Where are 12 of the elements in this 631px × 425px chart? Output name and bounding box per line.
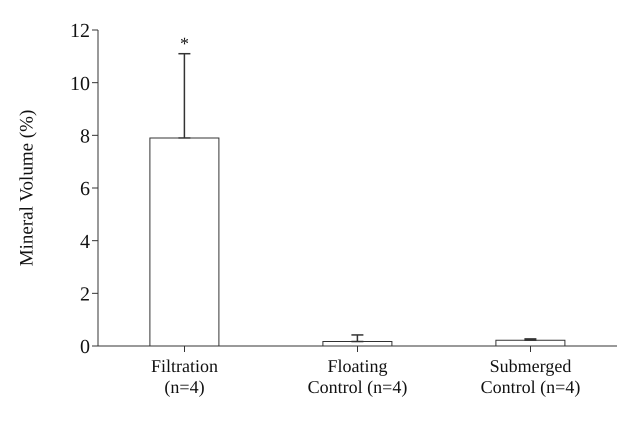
- y-tick-label: 4: [80, 230, 90, 253]
- y-tick-label: 6: [80, 178, 90, 200]
- y-tick-label: 0: [80, 336, 90, 358]
- x-tick-label: Submerged Control (n=4): [480, 356, 580, 397]
- y-tick-label: 10: [70, 72, 90, 95]
- y-tick-label: 12: [70, 20, 90, 42]
- x-tick-label: Filtration (n=4): [151, 356, 218, 397]
- annotation: *: [180, 34, 189, 54]
- y-axis-title: Mineral Volume (%): [16, 110, 38, 266]
- x-tick-label: Floating Control (n=4): [308, 356, 408, 397]
- y-tick-label: 2: [80, 283, 90, 306]
- y-tick-label: 8: [80, 125, 90, 148]
